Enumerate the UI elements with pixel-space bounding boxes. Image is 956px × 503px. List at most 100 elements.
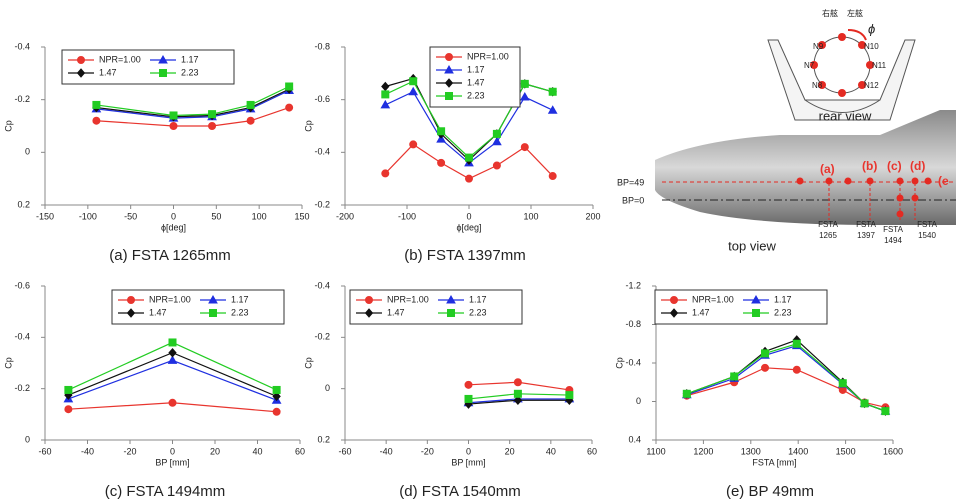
legend-marker bbox=[446, 54, 453, 61]
legend: NPR=1.001.171.472.23 bbox=[430, 47, 520, 107]
legend-label: 2.23 bbox=[231, 307, 249, 317]
x-tick-label: 20 bbox=[210, 446, 220, 456]
page: 右舷 左舷 ϕ N9 N10 N7 N11 N8 N12 rear view B… bbox=[0, 0, 956, 503]
station-label: 1397 bbox=[857, 231, 875, 240]
y-tick-label: -0.2 bbox=[314, 332, 330, 342]
marker bbox=[466, 175, 473, 182]
x-tick-label: 50 bbox=[211, 211, 221, 221]
marker bbox=[514, 379, 521, 386]
x-tick-label: -100 bbox=[398, 211, 416, 221]
marker bbox=[465, 381, 472, 388]
nozzle-label: N8 bbox=[812, 81, 823, 90]
marker bbox=[286, 83, 293, 90]
series-line bbox=[96, 108, 289, 126]
marker bbox=[521, 144, 528, 151]
legend-label: 1.47 bbox=[692, 307, 710, 317]
x-tick-label: -200 bbox=[336, 211, 354, 221]
x-tick-label: 1200 bbox=[693, 446, 713, 456]
station-mark: (c) bbox=[887, 159, 902, 173]
station-mark: (d) bbox=[910, 159, 925, 173]
y-tick-label: -0.2 bbox=[314, 199, 330, 209]
x-tick-label: 60 bbox=[295, 446, 305, 456]
legend-label: 2.23 bbox=[181, 67, 199, 77]
x-tick-label: -100 bbox=[79, 211, 97, 221]
marker bbox=[793, 340, 800, 347]
station-mark: (a) bbox=[820, 162, 835, 176]
legend-label: NPR=1.00 bbox=[149, 294, 191, 304]
station-mark: (b) bbox=[862, 159, 877, 173]
marker bbox=[382, 83, 389, 91]
marker bbox=[438, 128, 445, 135]
rear-view: 右舷 左舷 ϕ N9 N10 N7 N11 N8 N12 rear view bbox=[768, 8, 915, 123]
series-line bbox=[68, 360, 276, 400]
marker bbox=[410, 141, 417, 148]
y-tick-label: 0 bbox=[25, 147, 30, 157]
x-axis-label: BP [mm] bbox=[155, 457, 189, 467]
marker bbox=[169, 349, 176, 357]
y-tick-label: -0.6 bbox=[314, 94, 330, 104]
nozzle-label: N10 bbox=[864, 42, 879, 51]
marker bbox=[549, 173, 556, 180]
x-tick-label: -60 bbox=[38, 446, 51, 456]
legend-box bbox=[350, 290, 522, 324]
x-tick-label: 200 bbox=[585, 211, 600, 221]
x-axis-label: BP [mm] bbox=[451, 457, 485, 467]
legend: NPR=1.00 1.17 1.47 2.23 bbox=[112, 290, 284, 324]
side-label: 左舷 bbox=[847, 8, 863, 18]
legend: NPR=1.001.171.472.23 bbox=[62, 50, 234, 84]
legend-marker bbox=[366, 297, 373, 304]
marker bbox=[93, 101, 100, 108]
marker bbox=[65, 386, 72, 393]
y-tick-label: -0.4 bbox=[314, 147, 330, 157]
marker bbox=[209, 123, 216, 130]
legend-label: 1.17 bbox=[231, 294, 249, 304]
figure: 右舷 左舷 ϕ N9 N10 N7 N11 N8 N12 rear view B… bbox=[0, 0, 956, 503]
legend-marker bbox=[128, 297, 135, 304]
legend-marker bbox=[448, 310, 455, 317]
series-line bbox=[96, 90, 289, 118]
legend-marker bbox=[753, 310, 760, 317]
caption: (d) FSTA 1540mm bbox=[399, 483, 520, 500]
y-tick-label: -0.8 bbox=[625, 319, 641, 329]
marker bbox=[549, 106, 557, 113]
x-tick-label: 1100 bbox=[646, 446, 665, 456]
marker bbox=[273, 408, 280, 415]
x-tick-label: 100 bbox=[523, 211, 538, 221]
y-tick-label: -0.8 bbox=[314, 41, 330, 51]
marker bbox=[65, 406, 72, 413]
legend-label: 1.17 bbox=[469, 294, 487, 304]
legend-label: 1.17 bbox=[774, 294, 792, 304]
marker bbox=[521, 80, 528, 87]
line-label: BP=49 bbox=[617, 177, 644, 187]
nozzle-label: N11 bbox=[872, 61, 887, 70]
station-label: FSTA bbox=[883, 225, 904, 234]
y-tick-label: 0.2 bbox=[17, 199, 30, 209]
marker bbox=[382, 170, 389, 177]
y-tick-label: -0.2 bbox=[14, 383, 30, 393]
legend-marker bbox=[210, 310, 217, 317]
x-tick-label: -40 bbox=[380, 446, 393, 456]
series-line bbox=[687, 344, 886, 411]
marker bbox=[169, 339, 176, 346]
marker bbox=[438, 159, 445, 166]
legend-marker bbox=[446, 93, 453, 100]
x-tick-label: -60 bbox=[338, 446, 351, 456]
nozzle-label: N12 bbox=[864, 81, 879, 90]
legend-box bbox=[62, 50, 234, 84]
station-label: 1494 bbox=[884, 236, 902, 245]
station-label: 1540 bbox=[918, 231, 936, 240]
marker bbox=[882, 408, 889, 415]
marker bbox=[762, 364, 769, 371]
legend-label: 1.47 bbox=[387, 307, 405, 317]
station-mark: (e bbox=[938, 174, 949, 188]
y-tick-label: -1.2 bbox=[625, 280, 641, 290]
view-label: top view bbox=[728, 238, 776, 253]
x-tick-label: 1400 bbox=[788, 446, 808, 456]
series-line bbox=[687, 340, 886, 411]
legend: NPR=1.001.171.472.23 bbox=[655, 290, 827, 324]
legend-label: 1.47 bbox=[149, 307, 167, 317]
marker bbox=[683, 390, 690, 397]
marker bbox=[409, 88, 417, 95]
x-tick-label: -20 bbox=[421, 446, 434, 456]
